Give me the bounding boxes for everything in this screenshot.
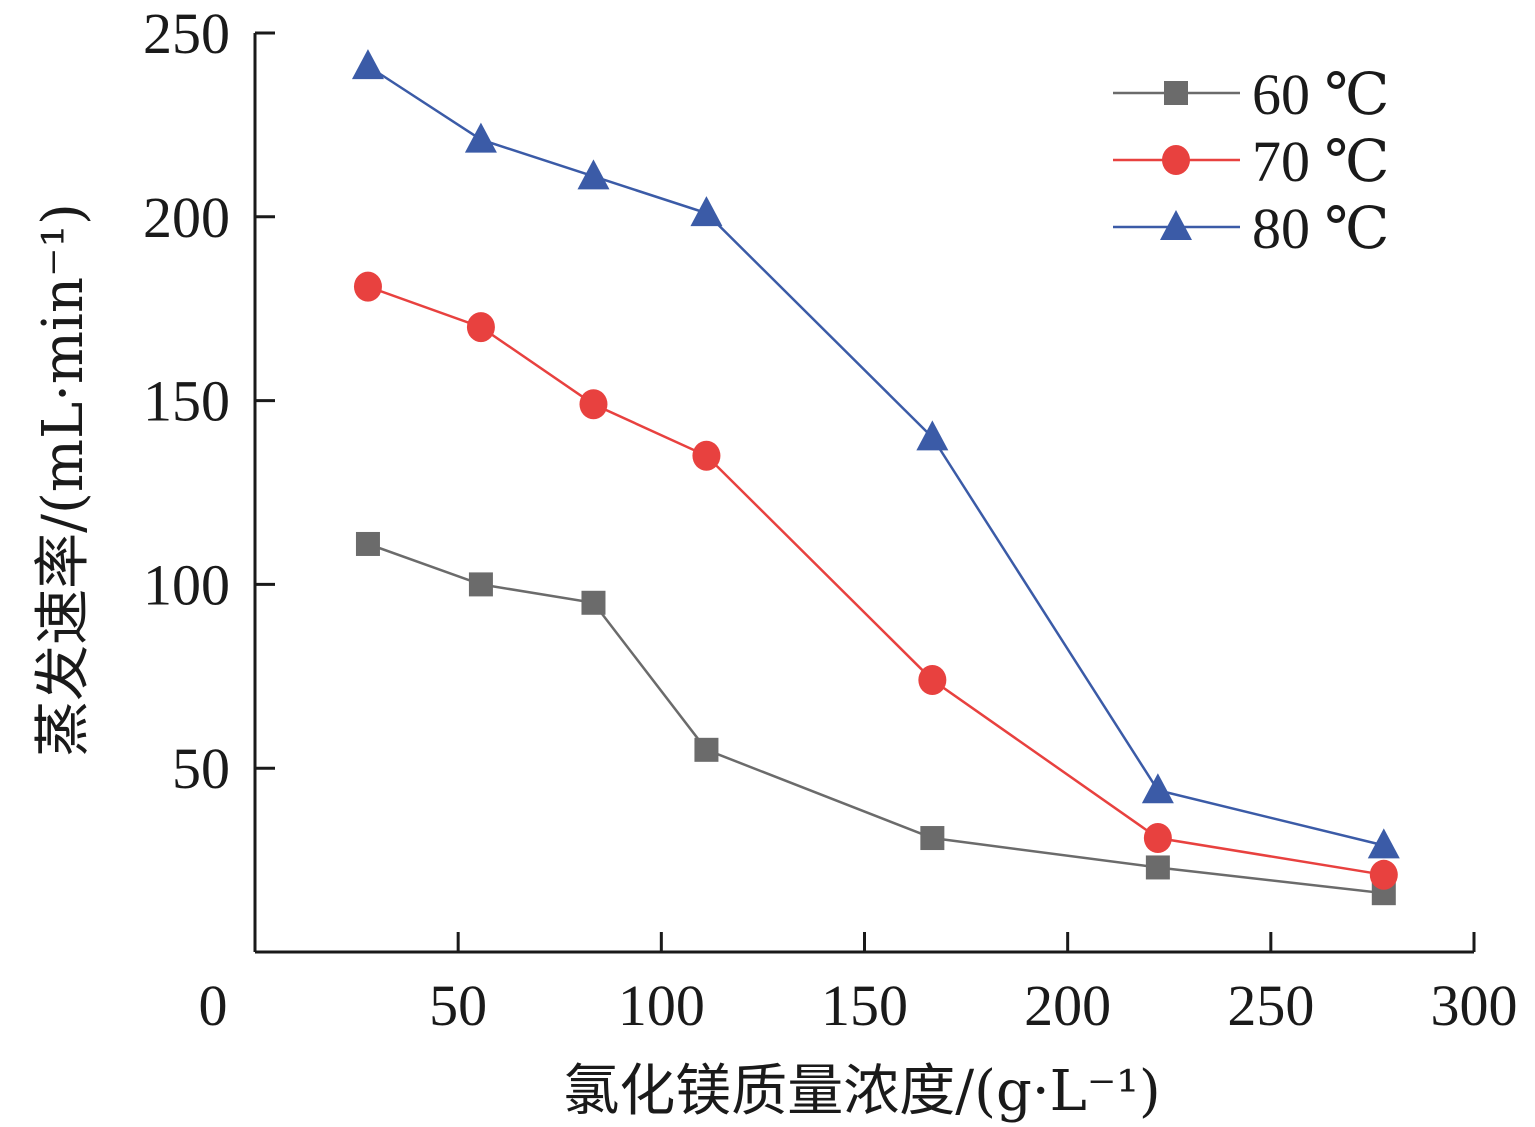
circle-marker <box>353 271 382 302</box>
legend-label: 80 ℃ <box>1252 196 1389 261</box>
series-triangle <box>351 49 1400 859</box>
square-marker <box>355 531 380 556</box>
legend-label: 60 ℃ <box>1252 62 1389 127</box>
triangle-marker <box>1160 210 1192 240</box>
circle-marker <box>1143 823 1172 854</box>
x-axis-title: 氯化镁质量浓度/(g·L⁻¹) <box>563 1059 1160 1124</box>
series-layer <box>351 49 1400 906</box>
series-line <box>367 65 1385 847</box>
legend-label: 70 ℃ <box>1252 129 1389 194</box>
y-tick-label: 150 <box>143 369 230 434</box>
x-tick-label: 100 <box>618 973 705 1038</box>
triangle-marker <box>577 159 610 190</box>
x-tick-label: 200 <box>1024 973 1111 1038</box>
square-marker <box>1145 855 1170 880</box>
circle-marker <box>466 312 495 343</box>
series-line <box>367 285 1384 877</box>
x-tick-label: 300 <box>1431 973 1518 1038</box>
square-marker <box>1164 81 1188 105</box>
legend-item: 70 ℃ <box>1113 129 1389 194</box>
x-axis-ticks: 0 50 100 150 200 250 300 <box>199 932 1518 1038</box>
square-marker <box>581 590 606 615</box>
y-axis-ticks: 50 100 150 200 250 <box>143 1 275 801</box>
series-square <box>355 531 1396 906</box>
square-marker <box>468 572 493 597</box>
triangle-marker <box>464 122 497 153</box>
y-axis-title: 蒸发速率/(mL·min⁻¹) <box>31 203 96 757</box>
series-circle <box>353 271 1398 890</box>
square-marker <box>920 826 945 851</box>
circle-marker <box>918 664 947 695</box>
circle-marker <box>692 440 721 471</box>
y-tick-label: 100 <box>143 552 230 617</box>
y-tick-label: 50 <box>172 736 230 801</box>
triangle-marker <box>916 420 949 451</box>
y-tick-label: 250 <box>143 1 230 66</box>
x-tick-label: 150 <box>821 973 908 1038</box>
y-tick-label: 200 <box>143 185 230 250</box>
legend: 60 ℃70 ℃80 ℃ <box>1113 62 1389 261</box>
x-tick-label: 50 <box>429 973 487 1038</box>
circle-marker <box>1369 859 1398 890</box>
series-line <box>367 542 1384 895</box>
triangle-marker <box>690 196 723 227</box>
triangle-marker <box>1367 828 1400 859</box>
legend-item: 60 ℃ <box>1113 62 1389 127</box>
x-tick-label: 0 <box>199 973 228 1038</box>
triangle-marker <box>351 49 384 80</box>
legend-item: 80 ℃ <box>1113 196 1389 261</box>
square-marker <box>694 737 719 762</box>
circle-marker <box>1162 145 1190 175</box>
x-tick-label: 250 <box>1227 973 1314 1038</box>
circle-marker <box>579 389 608 420</box>
triangle-marker <box>1141 773 1174 804</box>
